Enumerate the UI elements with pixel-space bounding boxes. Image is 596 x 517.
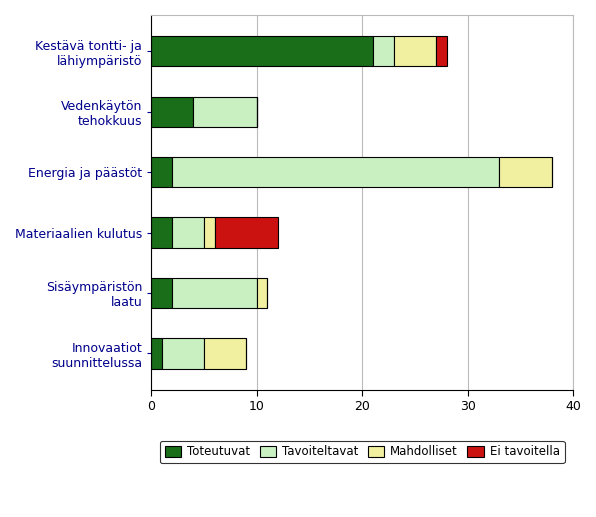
Bar <box>194 97 257 127</box>
Bar <box>436 36 446 66</box>
Bar <box>162 338 204 369</box>
Bar <box>151 157 172 187</box>
Bar <box>499 157 552 187</box>
Bar <box>204 338 246 369</box>
Bar <box>172 278 257 308</box>
Bar <box>151 278 172 308</box>
Bar <box>151 338 162 369</box>
Bar <box>151 36 372 66</box>
Bar <box>372 36 394 66</box>
Bar <box>215 218 278 248</box>
Bar <box>172 218 204 248</box>
Bar <box>151 97 194 127</box>
Bar <box>257 278 267 308</box>
Bar <box>394 36 436 66</box>
Legend: Toteutuvat, Tavoiteltavat, Mahdolliset, Ei tavoitella: Toteutuvat, Tavoiteltavat, Mahdolliset, … <box>160 440 564 463</box>
Bar <box>172 157 499 187</box>
Bar <box>151 218 172 248</box>
Bar <box>204 218 215 248</box>
